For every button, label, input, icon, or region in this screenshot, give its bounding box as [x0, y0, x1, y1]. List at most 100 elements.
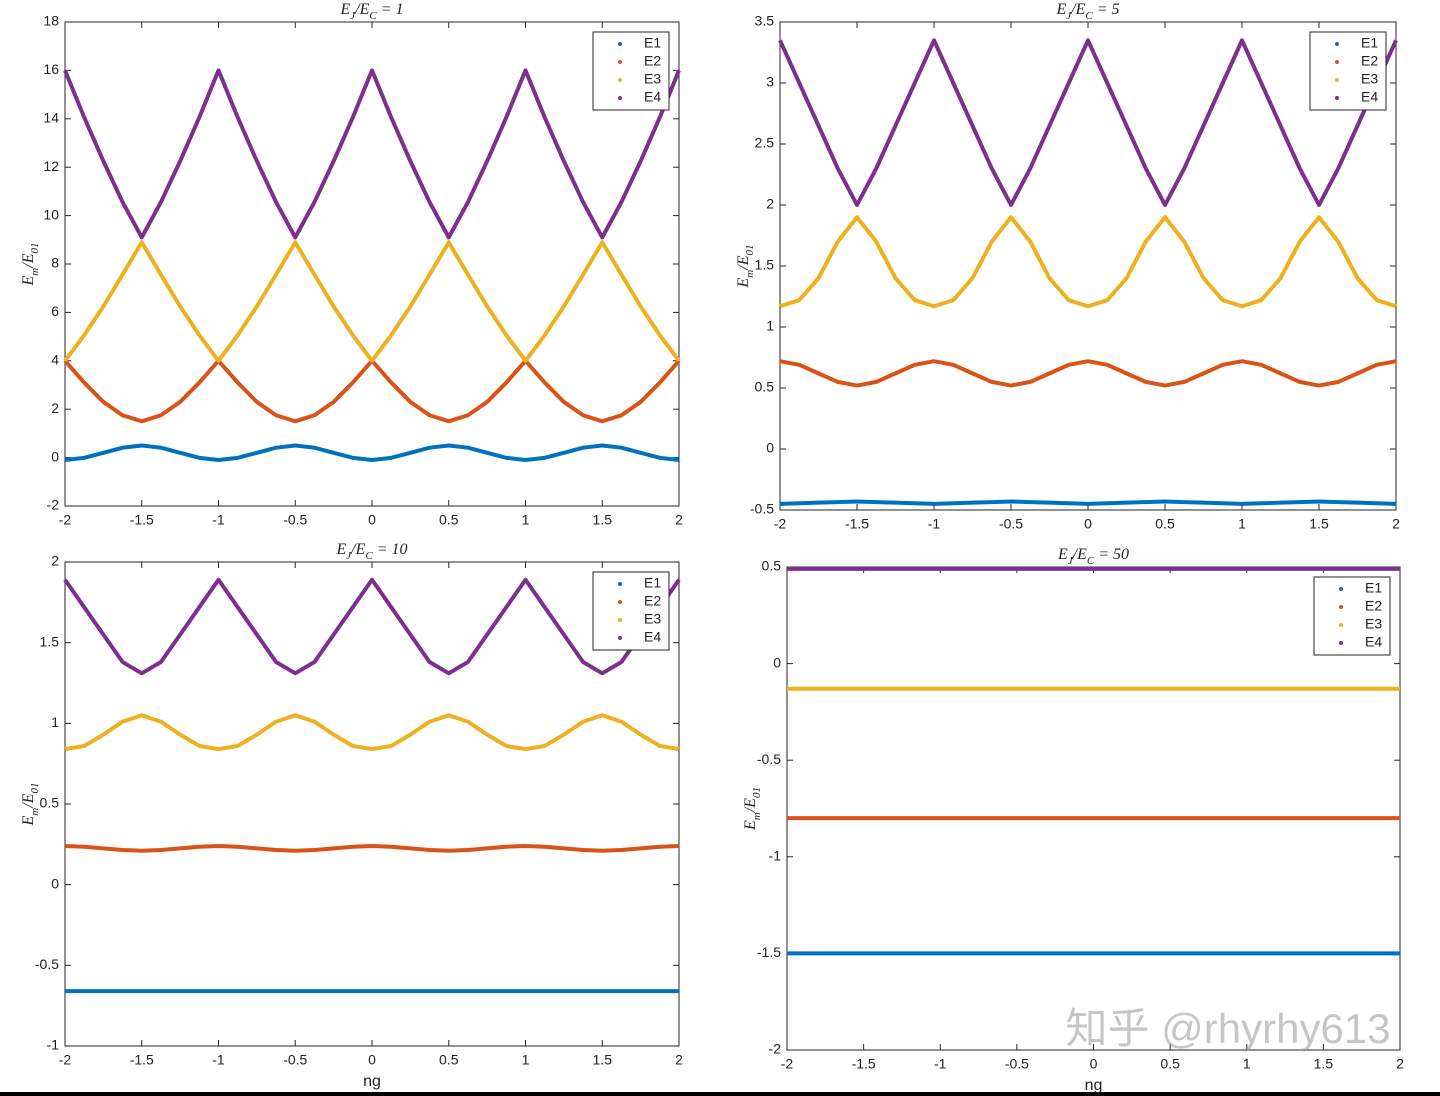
x-axis-label: ng [1085, 1077, 1103, 1094]
legend-marker [1339, 587, 1343, 591]
y-tick-label: 1.5 [755, 257, 775, 273]
legend-marker [1335, 60, 1339, 64]
legend-marker [1339, 605, 1343, 609]
y-tick-label: 12 [43, 158, 59, 174]
x-tick-label: -0.5 [283, 512, 307, 528]
x-tick-label: 0.5 [1160, 1056, 1180, 1072]
legend-box [1309, 31, 1387, 111]
x-tick-label: -2 [59, 1052, 72, 1068]
x-tick-label: 2 [675, 512, 683, 528]
legend-marker [618, 60, 622, 64]
legend-box [592, 31, 670, 111]
x-tick-label: 1.5 [1314, 1056, 1334, 1072]
x-tick-label: 1.5 [1309, 516, 1329, 532]
x-tick-label: 0.5 [439, 1052, 459, 1068]
x-tick-label: 0 [1090, 1056, 1098, 1072]
x-tick-label: 0 [1084, 516, 1092, 532]
series-line [778, 38, 1398, 207]
legend-label: E1 [1361, 35, 1378, 51]
x-tick-label: 0.5 [1155, 516, 1175, 532]
y-tick-label: 2.5 [755, 135, 775, 151]
y-tick-label: -0.5 [35, 956, 59, 972]
legend-label: E2 [1365, 598, 1382, 614]
series-line [63, 240, 681, 363]
bottom-bar [0, 1092, 1440, 1096]
legend-marker [1335, 42, 1339, 46]
series-line [63, 68, 681, 240]
series-line [64, 843, 680, 853]
x-tick-label: -1.5 [130, 1052, 154, 1068]
y-tick-label: 14 [43, 110, 59, 126]
y-tick-label: 1 [51, 714, 59, 730]
x-tick-label: -1 [928, 516, 941, 532]
legend-marker [618, 582, 622, 586]
legend-label: E1 [1365, 580, 1382, 596]
y-tick-label: -1.5 [757, 944, 781, 960]
chart-title: EJ/EC = 1 [339, 1, 403, 22]
y-tick-label: 2 [766, 196, 774, 212]
chart-title: EJ/EC = 10 [335, 541, 407, 562]
y-tick-label: -2 [47, 497, 60, 513]
x-tick-label: -1.5 [852, 1056, 876, 1072]
series-line [779, 499, 1397, 506]
legend-marker [1339, 623, 1343, 627]
watermark: 知乎 @rhyrhy613 [1065, 1005, 1390, 1052]
x-tick-label: 0.5 [439, 512, 459, 528]
legend-marker [1335, 96, 1339, 100]
axes-box [64, 561, 680, 1047]
y-tick-label: -1 [47, 1037, 60, 1053]
series-line [779, 215, 1397, 309]
chart-title: EJ/EC = 5 [1055, 1, 1119, 22]
legend-marker [1335, 78, 1339, 82]
x-tick-label: -1.5 [845, 516, 869, 532]
x-tick-label: -1 [934, 1056, 947, 1072]
legend-marker [618, 78, 622, 82]
x-axis-label: ng [363, 1073, 381, 1090]
x-tick-label: -0.5 [999, 516, 1023, 532]
y-tick-label: 16 [43, 61, 59, 77]
axes-box [786, 566, 1401, 1051]
legend-marker [618, 600, 622, 604]
x-tick-label: -0.5 [1005, 1056, 1029, 1072]
y-tick-label: 1.5 [40, 633, 60, 649]
x-tick-label: 1 [522, 512, 530, 528]
x-tick-label: -0.5 [283, 1052, 307, 1068]
x-tick-label: 1.5 [593, 1052, 613, 1068]
x-tick-label: 0 [368, 1052, 376, 1068]
y-tick-label: 0.5 [40, 795, 60, 811]
series-line [64, 713, 680, 752]
y-tick-label: 0 [51, 875, 59, 891]
legend-label: E1 [644, 575, 661, 591]
x-tick-label: -2 [781, 1056, 794, 1072]
y-tick-label: 0.5 [762, 558, 782, 574]
x-tick-label: 1.5 [593, 512, 613, 528]
y-axis-label: Em/E01 [742, 787, 763, 831]
x-tick-label: 1 [1243, 1056, 1251, 1072]
x-tick-label: -1.5 [130, 512, 154, 528]
x-tick-label: 2 [1396, 1056, 1404, 1072]
y-axis-label: Em/E01 [735, 245, 756, 289]
y-tick-label: 3 [766, 74, 774, 90]
legend-label: E2 [644, 53, 661, 69]
y-axis-label: Em/E01 [20, 783, 41, 827]
legend-box [592, 571, 670, 651]
axes-box [64, 21, 680, 507]
y-tick-label: -0.5 [757, 751, 781, 767]
y-tick-label: 0 [51, 448, 59, 464]
legend-marker [1339, 641, 1343, 645]
y-tick-label: 10 [43, 206, 59, 222]
y-tick-label: 18 [43, 13, 59, 29]
legend-label: E2 [644, 593, 661, 609]
legend-label: E3 [1365, 616, 1382, 632]
y-tick-label: 2 [51, 400, 59, 416]
legend-marker [618, 618, 622, 622]
x-tick-label: -2 [59, 512, 72, 528]
y-tick-label: 0 [773, 654, 781, 670]
y-tick-label: 0.5 [755, 379, 775, 395]
y-tick-label: -0.5 [750, 501, 774, 517]
series-line [64, 443, 680, 463]
x-tick-label: 2 [1392, 516, 1400, 532]
y-tick-label: 8 [51, 255, 59, 271]
y-tick-label: 4 [51, 352, 59, 368]
